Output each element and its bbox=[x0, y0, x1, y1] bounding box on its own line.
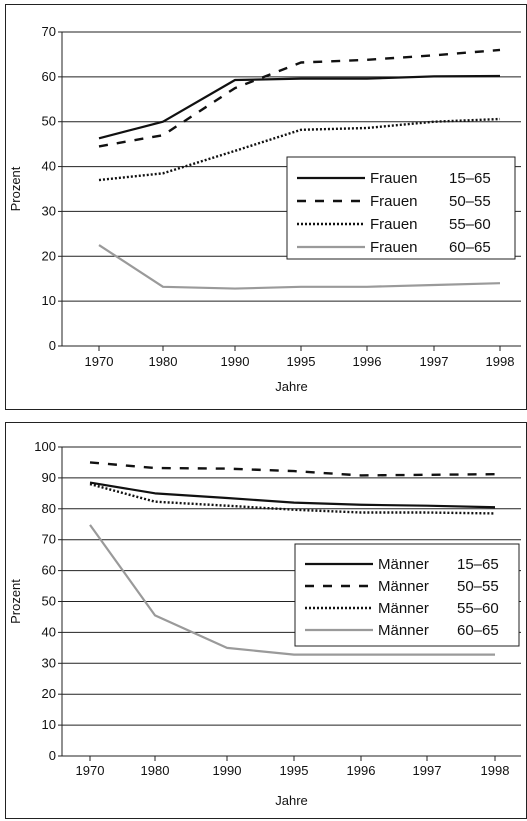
frauen-legend-name-1: Frauen bbox=[370, 170, 418, 187]
maenner-x-tick-label: 1998 bbox=[481, 763, 510, 778]
maenner-y-tick-label: 60 bbox=[42, 563, 56, 578]
frauen-y-tick-label: 0 bbox=[49, 338, 56, 353]
frauen-y-tick-label: 20 bbox=[42, 248, 56, 263]
maenner-y-tick-label: 10 bbox=[42, 717, 56, 732]
maenner-y-tick-label: 30 bbox=[42, 655, 56, 670]
frauen-y-tick-label: 30 bbox=[42, 203, 56, 218]
frauen-x-axis-title: Jahre bbox=[275, 379, 308, 394]
frauen-legend-age-1: 15–65 bbox=[449, 170, 491, 187]
frauen-y-tick-label: 40 bbox=[42, 159, 56, 174]
maenner-y-tick-label: 90 bbox=[42, 470, 56, 485]
chart-maenner: 0 10 20 30 40 50 60 70 80 90 100 1970 1980 1990 1995 19… bbox=[5, 422, 527, 819]
frauen-y-axis-title: Prozent bbox=[8, 166, 23, 211]
maenner-y-tick-label: 0 bbox=[49, 748, 56, 763]
frauen-legend-name-2: Frauen bbox=[370, 193, 418, 210]
frauen-x-tick-label: 1980 bbox=[149, 354, 178, 369]
chart-maenner-svg: 0 10 20 30 40 50 60 70 80 90 100 1970 1980 1990 1995 19… bbox=[8, 439, 521, 808]
maenner-x-axis-title: Jahre bbox=[275, 793, 308, 808]
frauen-series-line-2 bbox=[98, 48, 501, 148]
maenner-legend-name-1: Männer bbox=[378, 556, 429, 573]
maenner-x-tick-label: 1997 bbox=[413, 763, 442, 778]
maenner-legend-age-2: 50–55 bbox=[457, 578, 499, 595]
frauen-x-tick-label: 1970 bbox=[85, 354, 114, 369]
maenner-y-tick-label: 50 bbox=[42, 594, 56, 609]
frauen-legend-name-3: Frauen bbox=[370, 216, 418, 233]
frauen-legend-age-4: 60–65 bbox=[449, 239, 491, 256]
frauen-series-line-1 bbox=[98, 74, 501, 140]
maenner-x-tick-label: 1995 bbox=[280, 763, 309, 778]
maenner-x-tick-label: 1996 bbox=[347, 763, 376, 778]
maenner-y-tick-label: 80 bbox=[42, 501, 56, 516]
frauen-y-tick-label: 10 bbox=[42, 293, 56, 308]
maenner-legend-age-1: 15–65 bbox=[457, 556, 499, 573]
maenner-series-line-4 bbox=[89, 524, 495, 656]
frauen-x-tick-label: 1995 bbox=[287, 354, 316, 369]
maenner-x-tick-label: 1980 bbox=[141, 763, 170, 778]
frauen-y-tick-label: 50 bbox=[42, 114, 56, 129]
frauen-legend-age-2: 50–55 bbox=[449, 193, 491, 210]
maenner-legend-name-2: Männer bbox=[378, 578, 429, 595]
maenner-legend-name-4: Männer bbox=[378, 622, 429, 639]
frauen-y-tick-label: 70 bbox=[42, 24, 56, 39]
maenner-y-tick-label: 100 bbox=[34, 439, 56, 454]
maenner-y-tick-label: 40 bbox=[42, 624, 56, 639]
frauen-x-tick-label: 1996 bbox=[353, 354, 382, 369]
frauen-legend-age-3: 55–60 bbox=[449, 216, 491, 233]
maenner-legend-age-3: 55–60 bbox=[457, 600, 499, 617]
frauen-x-tick-label: 1990 bbox=[221, 354, 250, 369]
maenner-y-tick-label: 70 bbox=[42, 532, 56, 547]
frauen-legend-name-4: Frauen bbox=[370, 239, 418, 256]
maenner-series-line-2 bbox=[89, 461, 496, 477]
frauen-series-line-3 bbox=[98, 117, 501, 182]
maenner-x-tick-label: 1990 bbox=[213, 763, 242, 778]
maenner-y-axis-title: Prozent bbox=[8, 579, 23, 624]
maenner-legend-name-3: Männer bbox=[378, 600, 429, 617]
maenner-y-tick-label: 20 bbox=[42, 686, 56, 701]
chart-frauen-svg: 0 10 20 30 40 50 60 70 1970 1980 1990 1995 1996 1997 1… bbox=[8, 24, 521, 394]
maenner-x-tick-label: 1970 bbox=[76, 763, 105, 778]
frauen-series-line-4 bbox=[98, 244, 501, 290]
maenner-legend-age-4: 60–65 bbox=[457, 622, 499, 639]
frauen-x-tick-label: 1997 bbox=[420, 354, 449, 369]
frauen-legend-box bbox=[286, 156, 516, 260]
chart-frauen: 0 10 20 30 40 50 60 70 1970 1980 1990 1995 1996 1997 1… bbox=[5, 4, 527, 410]
maenner-series-line-1 bbox=[89, 481, 496, 509]
frauen-y-tick-label: 60 bbox=[42, 69, 56, 84]
frauen-x-tick-label: 1998 bbox=[486, 354, 515, 369]
